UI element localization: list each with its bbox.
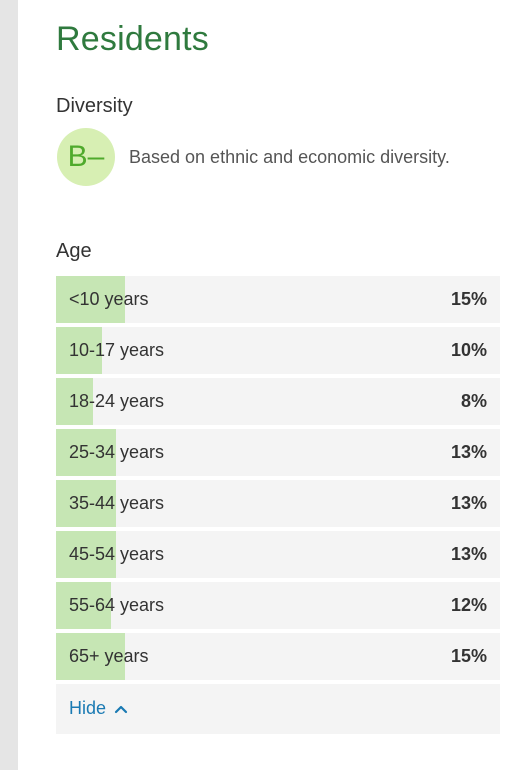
diversity-grade: B– — [67, 140, 105, 173]
age-range-label: 65+ years — [69, 646, 149, 666]
residents-panel: Residents Diversity B– Based on ethnic a… — [18, 0, 527, 770]
age-percent: 13% — [450, 442, 487, 462]
age-row: 35-44 years 13% — [56, 480, 500, 527]
diversity-label: Diversity — [56, 95, 133, 117]
diversity-grade-badge: B– — [57, 128, 115, 186]
age-range-label: 10-17 years — [69, 340, 165, 360]
chevron-up-icon — [114, 705, 128, 713]
age-row: 65+ years 15% — [56, 633, 500, 680]
age-row: 18-24 years 8% — [56, 378, 500, 425]
age-percent: 15% — [450, 289, 487, 309]
age-percent: 15% — [450, 646, 487, 666]
age-bar-fill — [56, 276, 125, 323]
age-bar-fill — [56, 378, 93, 425]
diversity-description: Based on ethnic and economic diversity. — [129, 147, 450, 167]
age-bar-fill — [56, 429, 116, 476]
age-percent: 13% — [450, 544, 487, 564]
section-title: Residents — [56, 20, 209, 58]
age-range-label: 45-54 years — [69, 544, 165, 564]
toggle-row: Hide — [56, 684, 500, 734]
age-range-label: 55-64 years — [69, 595, 165, 615]
hide-toggle-link[interactable]: Hide — [69, 698, 128, 719]
age-range-label: 18-24 years — [69, 391, 165, 411]
age-breakdown-list: <10 years 15% 10-17 years 10% 18-24 year… — [56, 276, 500, 734]
age-range-label: 35-44 years — [69, 493, 165, 513]
age-percent: 13% — [450, 493, 487, 513]
age-row: <10 years 15% — [56, 276, 500, 323]
age-bar-fill — [56, 633, 125, 680]
age-percent: 12% — [450, 595, 487, 615]
age-label: Age — [56, 240, 92, 262]
age-row: 25-34 years 13% — [56, 429, 500, 476]
age-bar-fill — [56, 582, 112, 629]
age-bar-fill — [56, 480, 116, 527]
hide-label: Hide — [69, 698, 107, 718]
age-bar-fill — [56, 531, 116, 578]
age-row: 45-54 years 13% — [56, 531, 500, 578]
age-row: 10-17 years 10% — [56, 327, 500, 374]
age-range-label: 25-34 years — [69, 442, 165, 462]
age-row: 55-64 years 12% — [56, 582, 500, 629]
age-percent: 8% — [460, 391, 487, 411]
left-rail — [0, 0, 18, 770]
age-range-label: <10 years — [69, 289, 149, 309]
age-bar-fill — [56, 327, 102, 374]
age-percent: 10% — [450, 340, 487, 360]
